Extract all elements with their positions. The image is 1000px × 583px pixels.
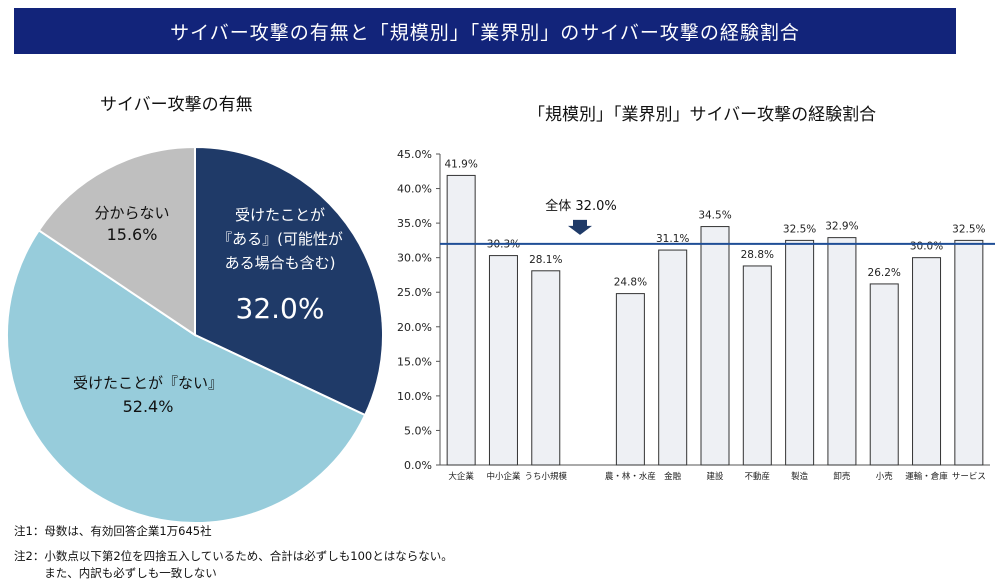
bar-value-label: 30.0% bbox=[910, 241, 943, 253]
x-tick-label: 建設 bbox=[706, 471, 724, 482]
bar bbox=[827, 237, 857, 466]
bar-value-label: 32.9% bbox=[825, 221, 858, 233]
bar-value-label: 32.5% bbox=[952, 223, 985, 235]
x-tick-label: 不動産 bbox=[745, 471, 771, 482]
y-tick-label: 35.0% bbox=[397, 217, 432, 230]
x-tick-label: 小売 bbox=[876, 471, 894, 482]
pie-slice bbox=[194, 145, 384, 417]
bar bbox=[446, 174, 476, 466]
bar bbox=[869, 283, 899, 466]
bar bbox=[785, 239, 815, 466]
x-tick-label: 大企業 bbox=[448, 471, 474, 482]
pie-chart-title: サイバー攻撃の有無 bbox=[100, 95, 253, 115]
y-tick-label: 30.0% bbox=[397, 252, 432, 265]
pie-slice-value: 32.0% bbox=[236, 292, 325, 325]
down-arrow-icon bbox=[568, 219, 592, 235]
note-2-cont: また、内訳も必ずしも一致しない bbox=[14, 566, 217, 580]
y-tick-label: 20.0% bbox=[397, 321, 432, 334]
y-tick-label: 25.0% bbox=[397, 286, 432, 299]
pie-slice-value: 15.6% bbox=[107, 225, 158, 244]
y-tick-label: 10.0% bbox=[397, 390, 432, 403]
x-tick-label: 中小企業 bbox=[486, 471, 521, 482]
note-1: 注1：母数は、有効回答企業1万645社 bbox=[14, 524, 212, 538]
pie-slice-label: ある場合も含む) bbox=[225, 254, 336, 272]
x-tick-label: サービス bbox=[952, 472, 986, 482]
pie-slice bbox=[37, 145, 196, 337]
y-tick-label: 45.0% bbox=[397, 148, 432, 161]
pie-slice bbox=[6, 228, 367, 524]
y-tick-label: 0.0% bbox=[404, 459, 432, 472]
bar bbox=[700, 226, 730, 466]
bar-value-label: 28.1% bbox=[529, 254, 562, 266]
bar-value-label: 34.5% bbox=[698, 210, 731, 222]
bar-value-label: 31.1% bbox=[656, 233, 689, 245]
note-2: 注2：小数点以下第2位を四捨五入しているため、合計は必ずしも100とはならない。 bbox=[14, 549, 453, 563]
x-tick-label: 製造 bbox=[791, 471, 809, 482]
y-tick-label: 40.0% bbox=[397, 183, 432, 196]
bar-chart-title: 「規模別」「業界別」サイバー攻撃の経験割合 bbox=[528, 105, 877, 125]
bar bbox=[615, 293, 645, 466]
banner-title: サイバー攻撃の有無と「規模別」「業界別」のサイバー攻撃の経験割合 bbox=[170, 21, 800, 44]
x-tick-label: 農・林・水産 bbox=[605, 471, 656, 482]
bar-value-label: 24.8% bbox=[614, 277, 647, 289]
bar bbox=[488, 255, 518, 466]
pie-slice-label: 受けたことが『ない』 bbox=[73, 374, 223, 392]
bar bbox=[658, 249, 688, 466]
pie-slice-label: 受けたことが bbox=[235, 206, 325, 224]
pie-slice-label: 『ある』(可能性が bbox=[217, 230, 343, 248]
bar-value-label: 41.9% bbox=[444, 158, 477, 170]
header-banner: サイバー攻撃の有無と「規模別」「業界別」のサイバー攻撃の経験割合 bbox=[14, 8, 956, 54]
pie-slice-value: 52.4% bbox=[123, 397, 174, 416]
bar-value-label: 26.2% bbox=[868, 267, 901, 279]
x-tick-label: うち小規模 bbox=[525, 471, 568, 482]
x-tick-label: 運輸・倉庫 bbox=[905, 471, 948, 482]
y-tick-label: 5.0% bbox=[404, 424, 432, 437]
y-tick-label: 15.0% bbox=[397, 355, 432, 368]
pie-slice-label: 分からない bbox=[94, 204, 169, 222]
bar bbox=[531, 270, 561, 466]
x-tick-label: 金融 bbox=[664, 471, 682, 482]
bar bbox=[742, 265, 772, 466]
x-tick-label: 卸売 bbox=[833, 471, 851, 482]
bar bbox=[912, 257, 942, 466]
bar-value-label: 32.5% bbox=[783, 223, 816, 235]
bar-value-label: 28.8% bbox=[741, 249, 774, 261]
reference-line-label: 全体 32.0% bbox=[545, 198, 616, 214]
bar-chart: 0.0% 5.0% 10.0% 15.0% 20.0% 25.0% 30.0% 35.0% 40… bbox=[397, 148, 995, 482]
bar bbox=[954, 239, 984, 466]
